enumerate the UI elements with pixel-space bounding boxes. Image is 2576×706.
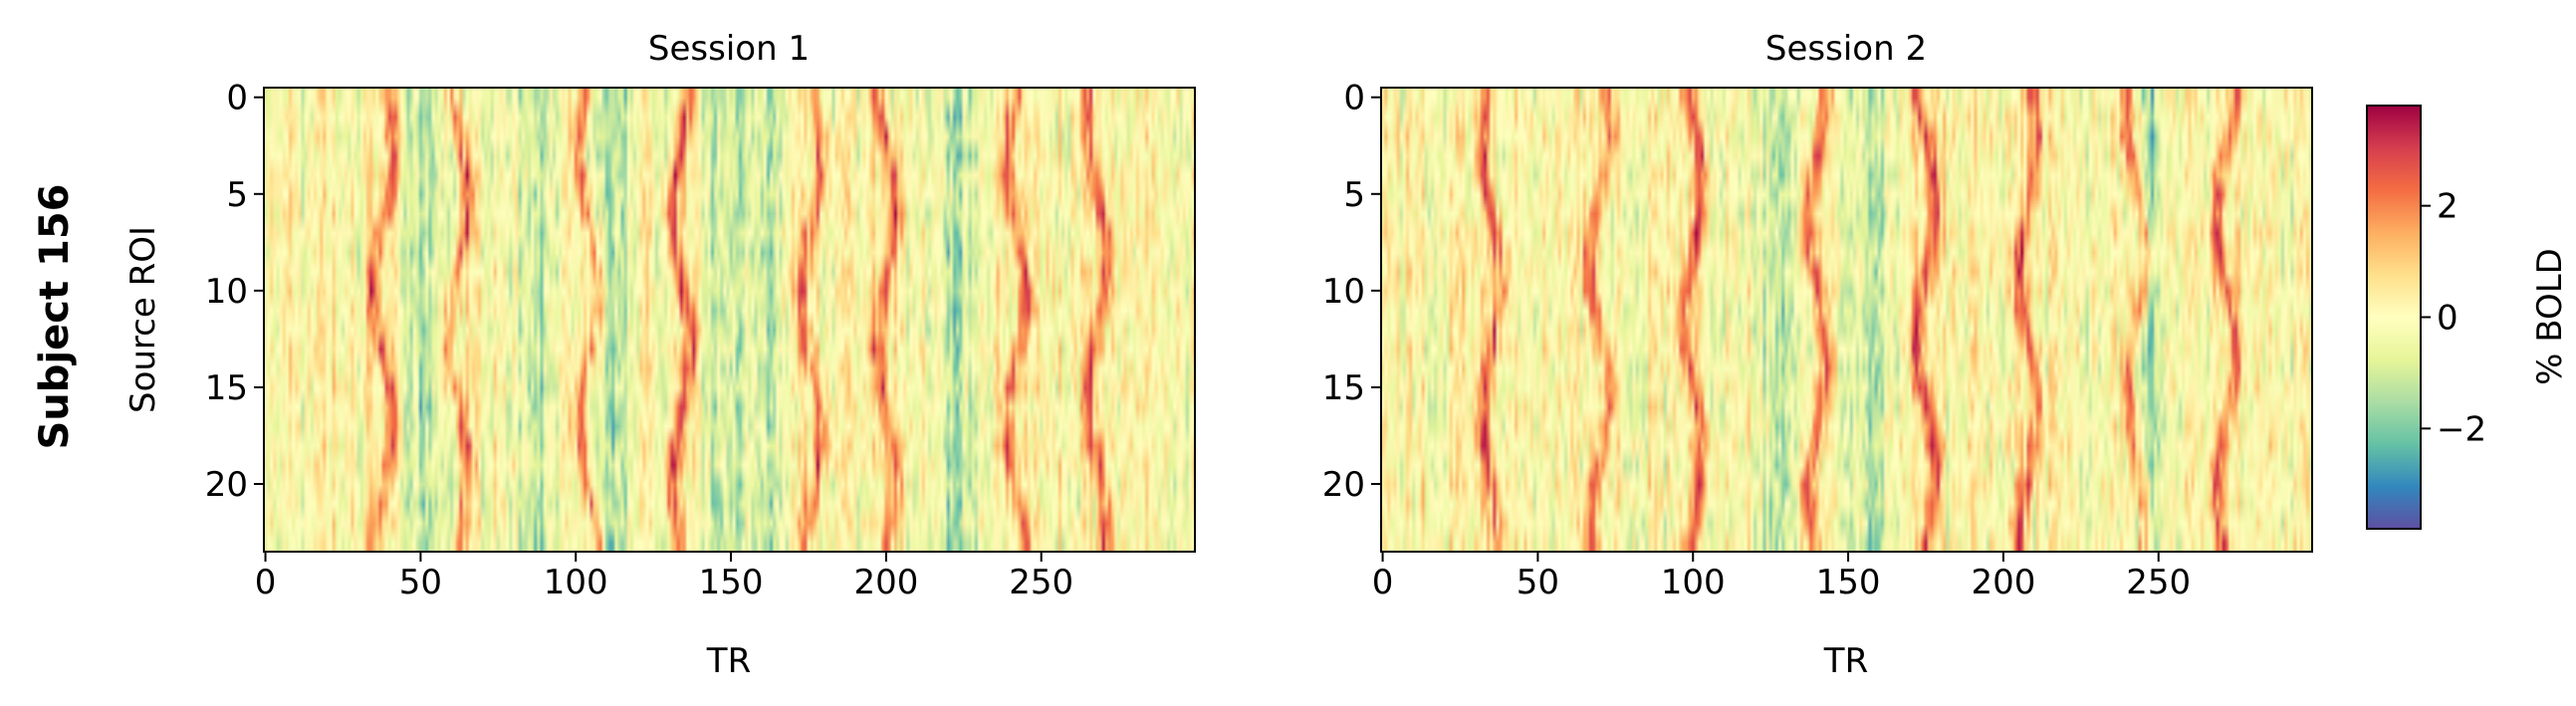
colorbar-label: % BOLD [2530,248,2570,385]
x-ticks: 0 50 100 150 200 250 [255,552,1073,602]
colorbar-ticks: −2 0 2 [2421,187,2486,449]
panel-title: Session 2 [1765,29,1927,69]
heatmap-panel-session-1: Session 1 0 50 100 150 200 250 0 5 10 15 20 TR So… [123,29,1196,681]
y-tick-label: 0 [1343,79,1365,118]
y-tick-label: 10 [205,272,248,312]
colorbar-gradient [2366,105,2422,530]
y-ticks: 0 5 10 15 20 [205,79,264,505]
x-tick-label: 150 [1816,563,1881,602]
row-label: Subject 156 [32,183,78,449]
y-tick-label: 5 [226,175,248,215]
x-tick-label: 200 [853,563,918,602]
x-axis-label: TR [706,641,751,681]
y-axis-label: Source ROI [123,226,163,413]
heatmap-image [1381,88,2312,552]
x-tick-label: 0 [255,563,277,602]
heatmap-image [264,88,1195,552]
x-tick-label: 200 [1971,563,2035,602]
x-tick-label: 150 [699,563,764,602]
colorbar-tick-label: 2 [2437,187,2459,227]
x-tick-label: 250 [1009,563,1073,602]
y-tick-label: 5 [1343,175,1365,215]
x-tick-label: 100 [544,563,608,602]
x-tick-label: 250 [2126,563,2191,602]
y-tick-label: 0 [226,79,248,118]
heatmap-panel-session-2: Session 2 0 50 100 150 200 250 0 5 10 15 20 TR [1322,29,2313,681]
y-tick-label: 20 [205,465,248,505]
y-tick-label: 15 [205,368,248,408]
x-tick-label: 50 [1517,563,1559,602]
colorbar: −2 0 2 % BOLD [2366,105,2570,530]
axes-frame [263,87,1196,553]
x-tick-label: 50 [399,563,442,602]
y-ticks: 0 5 10 15 20 [1322,79,1381,505]
colorbar-tick-label: 0 [2437,299,2459,339]
y-tick-label: 10 [1322,272,1365,312]
x-axis-label: TR [1823,641,1868,681]
x-tick-label: 100 [1661,563,1726,602]
axes-frame [1380,87,2313,553]
x-ticks: 0 50 100 150 200 250 [1372,552,2191,602]
colorbar-tick-label: −2 [2437,409,2486,449]
y-tick-label: 20 [1322,465,1365,505]
x-tick-label: 0 [1372,563,1394,602]
y-tick-label: 15 [1322,368,1365,408]
panel-title: Session 1 [648,29,810,69]
